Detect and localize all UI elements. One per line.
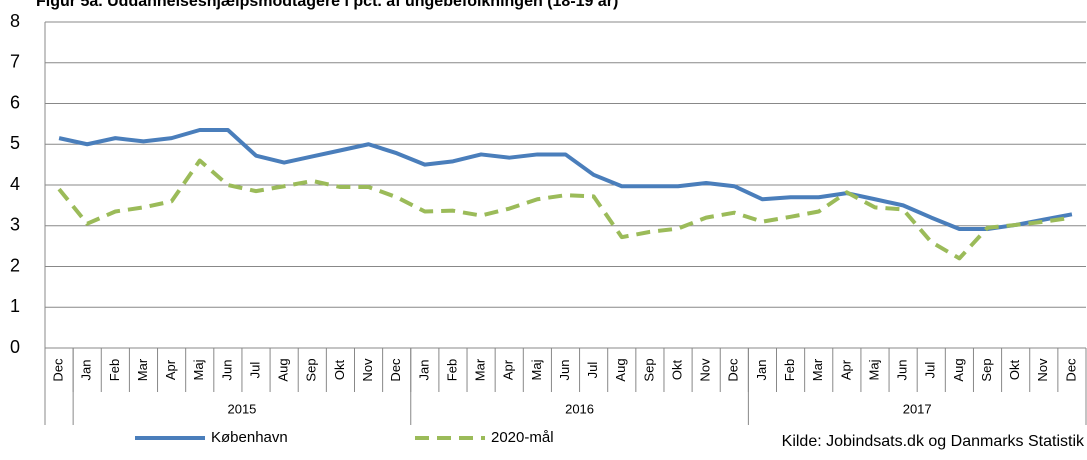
x-tick-label: Okt bbox=[669, 360, 684, 381]
y-tick-label: 7 bbox=[10, 52, 20, 72]
x-tick-label: Mar bbox=[473, 358, 488, 381]
x-tick-label: Dec bbox=[1063, 358, 1078, 382]
x-tick-label: Jan bbox=[416, 360, 431, 381]
x-tick-label: Aug bbox=[276, 358, 291, 381]
x-tick-label: Mar bbox=[135, 358, 150, 381]
x-tick-label: Jul bbox=[923, 362, 938, 379]
x-tick-label: Maj bbox=[866, 359, 881, 380]
y-tick-label: 0 bbox=[10, 337, 20, 357]
source-note: Kilde: Jobindsats.dk og Danmarks Statist… bbox=[782, 433, 1085, 450]
legend-label: København bbox=[211, 429, 288, 446]
x-tick-label: Jul bbox=[585, 362, 600, 379]
x-tick-label: Dec bbox=[51, 358, 66, 382]
x-tick-label: Okt bbox=[332, 360, 347, 381]
y-tick-label: 5 bbox=[10, 133, 20, 153]
series-line bbox=[57, 158, 1073, 261]
x-tick-label: Sep bbox=[979, 358, 994, 381]
x-tick-label: Maj bbox=[529, 359, 544, 380]
x-tick-label: Aug bbox=[951, 358, 966, 381]
year-label: 2017 bbox=[903, 401, 932, 416]
x-tick-label: Jan bbox=[79, 360, 94, 381]
year-label: 2015 bbox=[227, 401, 256, 416]
y-tick-label: 8 bbox=[10, 11, 20, 31]
y-tick-label: 3 bbox=[10, 215, 20, 235]
chart-title: Figur 5a. Uddannelseshjælpsmodtagere i p… bbox=[36, 0, 618, 10]
x-tick-label: Maj bbox=[191, 359, 206, 380]
x-tick-label: Jun bbox=[895, 360, 910, 381]
x-tick-label: Jan bbox=[754, 360, 769, 381]
x-tick-label: Jun bbox=[219, 360, 234, 381]
x-tick-label: Jul bbox=[247, 362, 262, 379]
y-tick-label: 6 bbox=[10, 92, 20, 112]
x-tick-label: Apr bbox=[163, 359, 178, 380]
x-tick-label: Feb bbox=[444, 359, 459, 381]
year-label: 2016 bbox=[565, 401, 594, 416]
x-tick-label: Mar bbox=[810, 358, 825, 381]
y-tick-label: 1 bbox=[10, 296, 20, 316]
x-tick-label: Feb bbox=[107, 359, 122, 381]
x-tick-label: Jun bbox=[557, 360, 572, 381]
x-tick-label: Sep bbox=[304, 358, 319, 381]
x-tick-label: Aug bbox=[613, 358, 628, 381]
x-tick-label: Dec bbox=[388, 358, 403, 382]
x-tick-label: Nov bbox=[698, 358, 713, 382]
legend-label: 2020-mål bbox=[491, 429, 554, 446]
x-tick-label: Apr bbox=[838, 359, 853, 380]
x-tick-label: Feb bbox=[782, 359, 797, 381]
y-tick-label: 2 bbox=[10, 255, 20, 275]
x-tick-label: Dec bbox=[726, 358, 741, 382]
series-line bbox=[58, 127, 1073, 232]
x-tick-label: Sep bbox=[641, 358, 656, 381]
y-tick-label: 4 bbox=[10, 174, 20, 194]
x-tick-label: Okt bbox=[1007, 360, 1022, 381]
x-tick-label: Nov bbox=[1035, 358, 1050, 382]
x-tick-label: Nov bbox=[360, 358, 375, 382]
x-tick-label: Apr bbox=[501, 359, 516, 380]
